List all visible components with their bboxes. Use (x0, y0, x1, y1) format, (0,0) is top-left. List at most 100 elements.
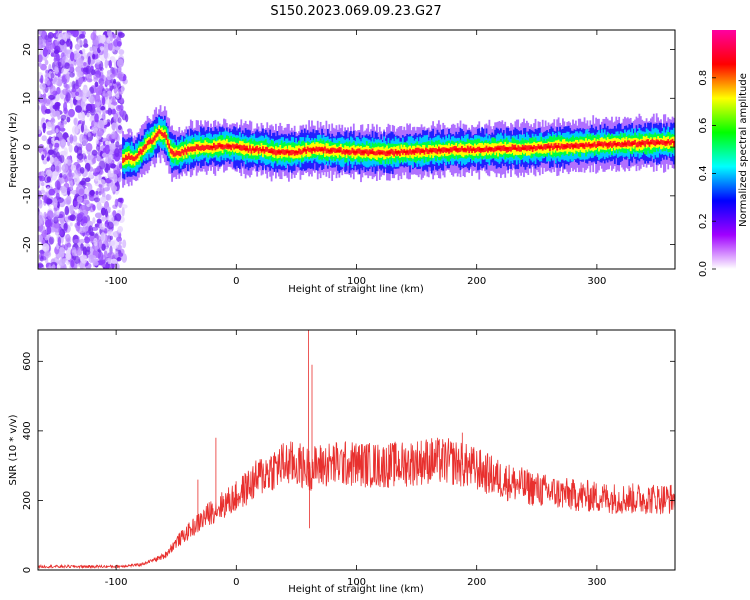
noise-blob (91, 149, 98, 156)
halo-speck (263, 168, 266, 171)
ridge-cell (443, 147, 446, 152)
ridge-cell (442, 147, 445, 154)
ridge-cell (200, 145, 202, 151)
colorbar-tick-label: 0.0 (698, 261, 709, 277)
ridge-cell (417, 147, 420, 153)
ridge-cell (251, 146, 254, 151)
noise-blob (65, 253, 71, 259)
ridge-cell (647, 139, 649, 145)
noise-blob (87, 93, 94, 103)
noise-blob (110, 104, 115, 110)
ridge-cell (611, 142, 613, 148)
ridge-cell (367, 150, 370, 157)
noise-blob (65, 73, 70, 80)
noise-blob (106, 72, 113, 81)
ridge-cell (324, 146, 326, 151)
noise-blob (60, 114, 67, 121)
noise-blob (117, 226, 124, 233)
noise-blob (79, 180, 86, 186)
ridge-peak (672, 140, 675, 144)
ridge-cell (122, 157, 124, 164)
noise-blob (72, 135, 78, 142)
ridge-cell (247, 142, 250, 155)
noise-blob (93, 74, 100, 80)
ridge-peak (563, 145, 569, 148)
noise-blob (70, 259, 75, 268)
ridge-cell (487, 147, 489, 153)
ridge-cell (342, 148, 345, 154)
noise-blob (58, 61, 62, 67)
noise-blob (54, 101, 61, 108)
noise-blob (118, 49, 125, 55)
noise-blob (65, 32, 72, 39)
ridge-cell (508, 146, 511, 152)
noise-blob (85, 65, 92, 75)
x-tick-label: 0 (233, 276, 239, 287)
ridge-cell (266, 146, 269, 157)
noise-blob (101, 216, 106, 222)
ridge-cell (332, 147, 335, 152)
ridge-cell (140, 149, 143, 155)
noise-blob (94, 53, 99, 60)
ridge-cell (662, 140, 665, 145)
noise-blob (41, 170, 45, 177)
ridge-cell (350, 150, 352, 155)
ridge-cell (217, 143, 220, 149)
y-tick-label: 0 (22, 144, 33, 150)
ridge-cell (619, 142, 622, 148)
ridge-cell (263, 149, 266, 154)
ridge-peak (504, 147, 510, 150)
noise-blob (98, 78, 105, 86)
ridge-cell (482, 147, 485, 153)
ridge-peak (226, 144, 232, 148)
ridge-peak (403, 150, 409, 154)
ridge-cell (598, 140, 600, 152)
noise-blob (109, 235, 113, 241)
ridge-cell (148, 139, 150, 145)
ridge-cell (250, 143, 253, 153)
noise-blob (82, 30, 86, 36)
noise-blob (108, 230, 114, 236)
noise-blob (117, 117, 122, 124)
ridge-cell (357, 148, 360, 154)
noise-blob (106, 206, 111, 212)
y-tick-label: 0 (22, 567, 33, 573)
noise-blob (93, 122, 98, 132)
noise-blob (86, 246, 91, 253)
noise-blob (57, 79, 63, 87)
ridge-cell (260, 142, 263, 154)
noise-blob (73, 255, 80, 265)
ridge-cell (142, 146, 145, 152)
ridge-cell (155, 132, 158, 138)
noise-blob (69, 222, 73, 227)
ridge-cell (292, 150, 295, 155)
ridge-cell (419, 148, 422, 155)
ridge-cell (290, 149, 293, 156)
ridge-cell (426, 148, 429, 154)
noise-blob (92, 168, 98, 173)
noise-blob (70, 30, 77, 37)
noise-blob (93, 46, 99, 55)
snr-y-axis-label: SNR (10 * v/v) (8, 414, 19, 485)
ridge-cell (375, 150, 378, 156)
noise-blob (99, 186, 105, 194)
noise-blob (38, 39, 43, 46)
ridge-cell (512, 145, 515, 150)
ridge-cell (618, 141, 621, 147)
ridge-cell (427, 149, 430, 155)
ridge-cell (484, 147, 486, 152)
ridge-cell (194, 146, 197, 152)
noise-blob (108, 170, 115, 178)
ridge-cell (130, 155, 133, 160)
ridge-cell (458, 147, 460, 153)
x-tick-label: 200 (467, 276, 486, 287)
noise-blob (50, 72, 55, 79)
ridge-cell (670, 139, 672, 145)
noise-blob (59, 39, 65, 46)
ridge-peak (521, 147, 527, 150)
ridge-cell (469, 146, 472, 152)
ridge-cell (123, 157, 126, 162)
noise-blob (88, 254, 94, 263)
noise-blob (76, 153, 84, 160)
ridge-cell (374, 151, 377, 156)
